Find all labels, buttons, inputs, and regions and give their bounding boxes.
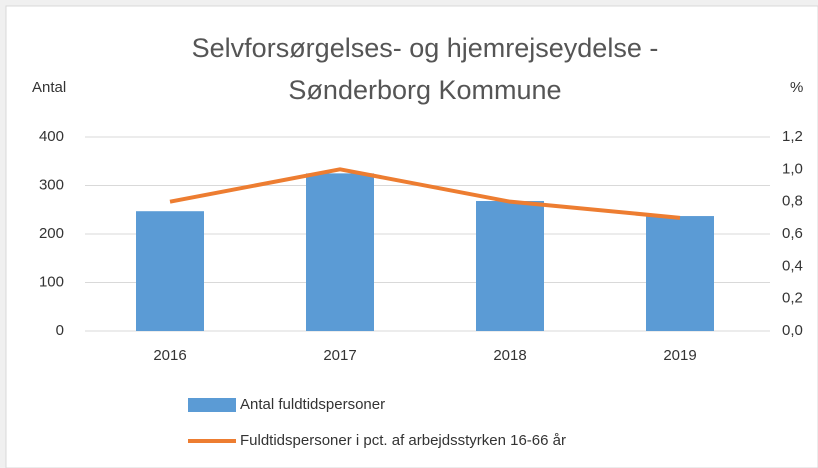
x-tick-label: 2018 bbox=[493, 347, 526, 364]
y2-tick-label: 0,8 bbox=[782, 193, 803, 210]
y2-tick-label: 1,2 bbox=[782, 128, 803, 145]
legend-label: Antal fuldtidspersoner bbox=[240, 396, 385, 413]
y-tick-label: 0 bbox=[56, 322, 64, 339]
y-tick-label: 300 bbox=[39, 176, 64, 193]
legend-label: Fuldtidspersoner i pct. af arbejdsstyrke… bbox=[240, 432, 566, 449]
x-tick-label: 2019 bbox=[663, 347, 696, 364]
y2-tick-label: 0,4 bbox=[782, 257, 803, 274]
bar bbox=[646, 216, 714, 331]
y2-axis-title: % bbox=[790, 79, 803, 96]
y-tick-label: 200 bbox=[39, 225, 64, 242]
y2-tick-label: 1,0 bbox=[782, 160, 803, 177]
x-tick-label: 2016 bbox=[153, 347, 186, 364]
y-tick-label: 100 bbox=[39, 273, 64, 290]
chart-title: Sønderborg Kommune bbox=[288, 75, 561, 105]
bar bbox=[136, 211, 204, 331]
x-tick-label: 2017 bbox=[323, 347, 356, 364]
y2-tick-label: 0,6 bbox=[782, 225, 803, 242]
y-axis-title: Antal bbox=[32, 79, 66, 96]
y-tick-label: 400 bbox=[39, 128, 64, 145]
line bbox=[169, 167, 681, 220]
legend-swatch bbox=[188, 398, 236, 412]
y2-tick-label: 0,0 bbox=[782, 322, 803, 339]
chart-title: Selvforsørgelses- og hjemrejseydelse - bbox=[192, 33, 659, 63]
y2-tick-label: 0,2 bbox=[782, 290, 803, 307]
bar bbox=[306, 173, 374, 331]
bar bbox=[476, 201, 544, 331]
